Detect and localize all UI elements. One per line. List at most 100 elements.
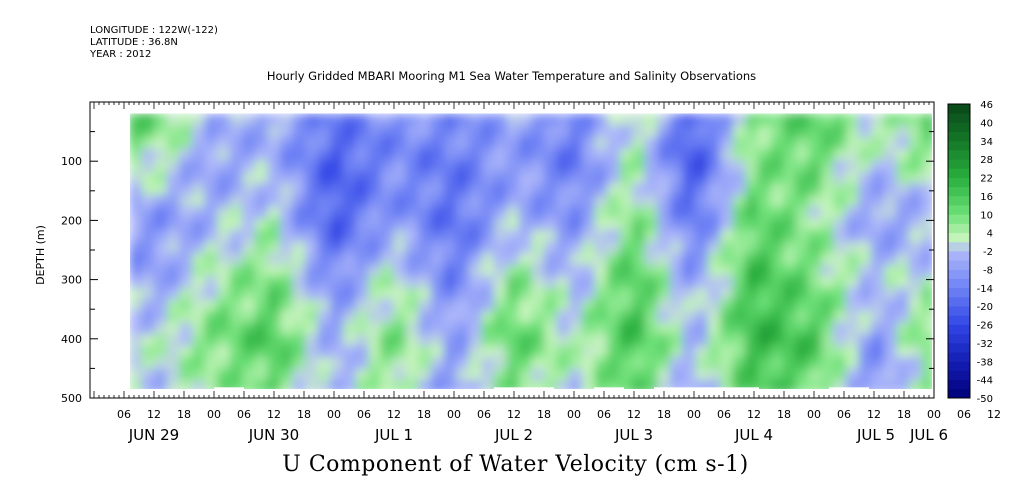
heatmap-cell [908,160,923,173]
heatmap-cell [468,380,483,389]
heatmap-cell [305,183,319,196]
heatmap-cell [808,299,822,312]
heatmap-cell [858,334,873,347]
heatmap-cell [682,357,696,370]
heatmap-cell [481,241,495,254]
heatmap-cell [908,206,923,220]
heatmap-cell [858,241,873,254]
heatmap-cell [154,206,168,220]
heatmap-cell [242,253,256,266]
heatmap-cell [707,229,722,243]
heatmap-cell [405,148,420,162]
heatmap-cell [330,241,344,254]
heatmap-cell [380,357,395,370]
heatmap-cell [732,380,747,389]
heatmap-cell [468,195,483,208]
heatmap-cell [657,218,671,231]
heatmap-cell [204,113,219,127]
colorbar-swatch [948,113,970,123]
heatmap-cell [141,357,156,370]
heatmap-cell [632,206,646,220]
heatmap-cell [657,171,671,185]
heatmap-cell [695,345,709,359]
heatmap-cell [518,160,533,173]
heatmap-cell [644,287,659,301]
heatmap-cell [481,276,495,289]
heatmap-cell [770,171,785,185]
heatmap-cell [921,334,932,347]
heatmap-cell [493,229,508,243]
heatmap-cell [544,357,558,370]
heatmap-cell [908,218,923,231]
heatmap-cell [166,334,181,347]
heatmap-cell [130,345,143,359]
heatmap-cell [607,380,621,389]
heatmap-cell [544,160,558,173]
x-hour-label: 18 [777,408,791,421]
heatmap-cell [783,125,797,138]
heatmap-cell [317,160,332,173]
heatmap-cell [217,299,231,312]
heatmap-cell [720,345,734,359]
heatmap-cell [493,368,508,382]
heatmap-cell [141,113,156,127]
heatmap-cell [355,380,369,389]
colorbar-label: 22 [980,174,993,185]
heatmap-cell [481,264,495,278]
heatmap-cell [682,276,696,289]
heatmap-cell [229,229,244,243]
heatmap-cell [745,195,759,208]
heatmap-cell [619,287,634,301]
heatmap-cell [531,125,546,138]
heatmap-cell [130,125,143,138]
heatmap-cell [481,310,495,324]
heatmap-cell [745,276,759,289]
heatmap-cell [619,322,634,336]
heatmap-cell [556,334,571,347]
heatmap-cell [204,125,219,138]
heatmap-cell [130,380,143,389]
heatmap-cell [204,171,219,185]
heatmap-cell [204,148,219,162]
heatmap-cell [757,113,772,127]
heatmap-cell [141,125,156,138]
heatmap-cell [443,183,458,196]
heatmap-cell [393,206,407,220]
heatmap-cell [317,148,332,162]
x-hour-label: 18 [177,408,191,421]
heatmap-cell [908,195,923,208]
heatmap-cell [883,183,898,196]
heatmap-cell [342,264,357,278]
heatmap-cell [141,253,156,266]
heatmap-cell [130,368,143,382]
heatmap-cell [368,310,382,324]
colorbar-swatch [948,260,970,270]
heatmap-cell [254,195,269,208]
heatmap-cell [720,322,734,336]
heatmap-cell [418,345,432,359]
heatmap-cell [846,368,860,382]
heatmap-cell [229,368,244,382]
heatmap-cell [871,113,885,127]
heatmap-cell [279,322,294,336]
heatmap-cell [795,310,810,324]
heatmap-cell [443,241,458,254]
heatmap-cell [493,287,508,301]
heatmap-cell [858,322,873,336]
heatmap-cell [607,241,621,254]
colorbar-swatch [948,131,970,142]
heatmap-cell [242,322,256,336]
heatmap-cell [179,229,193,243]
heatmap-cell [908,113,923,127]
heatmap-cell [581,368,596,382]
heatmap-cell [279,183,294,196]
heatmap-cell [695,148,709,162]
heatmap-cell [305,241,319,254]
heatmap-cell [518,264,533,278]
heatmap-cell [871,310,885,324]
heatmap-cell [130,322,143,336]
heatmap-cell [355,206,369,220]
heatmap-cell [757,206,772,220]
heatmap-cell [368,322,382,336]
heatmap-cell [267,322,281,336]
